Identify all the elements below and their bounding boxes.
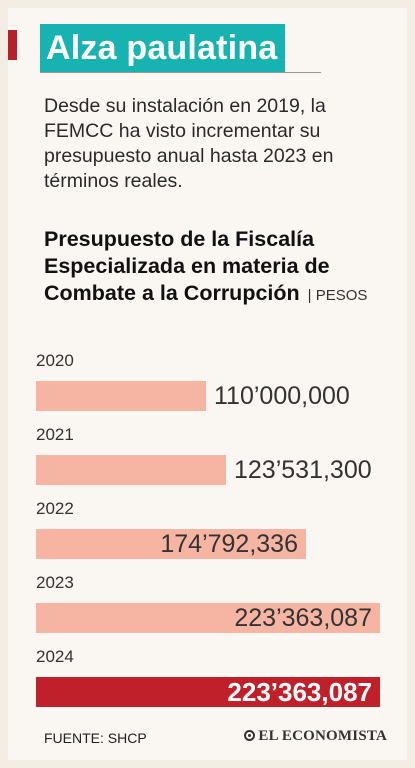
year-label: 2024 — [36, 647, 74, 666]
value-label: 174’792,336 — [160, 530, 298, 558]
bar — [36, 603, 380, 633]
source-note: FUENTE: SHCP — [44, 730, 147, 746]
chart-unit: | PESOS — [307, 287, 368, 304]
brand-name: EL ECONOMISTA — [258, 728, 387, 744]
value-label: 223’363,087 — [234, 604, 372, 632]
year-label: 2022 — [36, 499, 74, 518]
bar — [36, 381, 206, 411]
bar — [36, 677, 380, 707]
value-label: 223’363,087 — [227, 677, 372, 707]
value-label: 123’531,300 — [234, 456, 372, 484]
year-label: 2020 — [36, 351, 74, 370]
brand-logo: EL ECONOMISTA — [244, 728, 387, 745]
accent-bar — [8, 30, 17, 60]
chart-title: Presupuesto de la Fiscalía Especializada… — [44, 226, 394, 309]
bar — [36, 455, 226, 485]
chart-title-text: Presupuesto de la Fiscalía Especializada… — [44, 227, 330, 305]
value-label: 110’000,000 — [214, 382, 350, 410]
infographic-frame: Alza paulatina Desde su instalación en 2… — [8, 8, 407, 760]
year-label: 2023 — [36, 573, 74, 592]
headline-rule — [40, 72, 321, 73]
intro-text: Desde su instalación en 2019, la FEMCC h… — [44, 95, 334, 192]
bar — [36, 529, 306, 559]
brand-icon — [244, 730, 256, 741]
bar-chart: 2020 110’000,000 2021 123’531,300 2022 174’79… — [8, 8, 407, 760]
headline: Alza paulatina — [40, 24, 286, 72]
year-label: 2021 — [36, 425, 74, 444]
